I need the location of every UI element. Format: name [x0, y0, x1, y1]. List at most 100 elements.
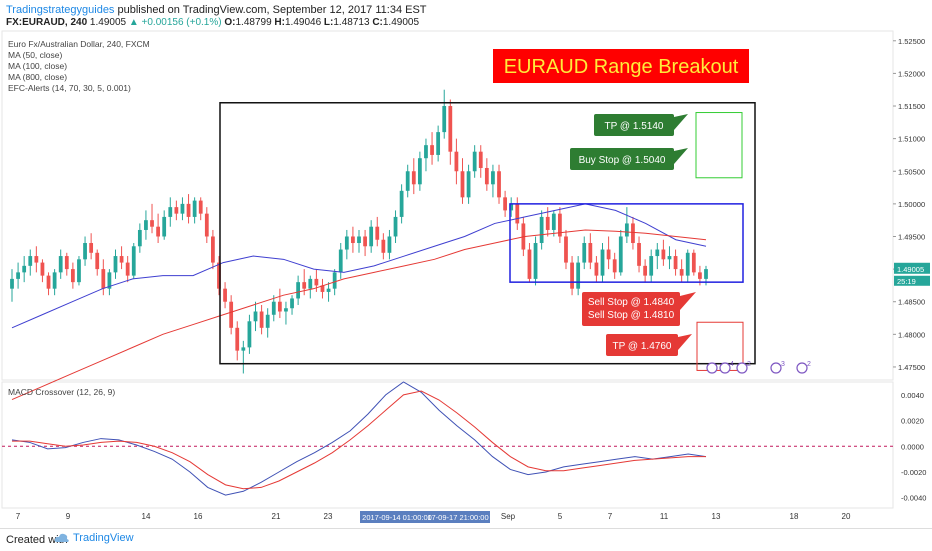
legend-item: Euro Fx/Australian Dollar, 240, FXCM — [8, 39, 150, 49]
price-axis-label: 1.49500 — [898, 232, 925, 241]
event-badge-icon — [719, 362, 731, 374]
macd-line — [11, 381, 707, 496]
buy-stop-label-pointer — [674, 148, 688, 164]
candle-body — [162, 216, 167, 237]
candle-body — [460, 171, 465, 198]
candle-body — [655, 249, 660, 257]
candle-body — [302, 282, 307, 289]
macd-label: MACD Crossover (12, 26, 9) — [8, 387, 115, 397]
time-axis-label: 20 — [842, 512, 851, 521]
created-with: Created with — [6, 534, 68, 546]
candle-body — [515, 203, 520, 224]
candle-body — [661, 249, 666, 260]
candle-body — [265, 314, 270, 328]
candle-body — [113, 256, 118, 273]
candle-body — [168, 207, 173, 217]
legend-item: MA (800, close) — [8, 72, 67, 82]
candle-body — [180, 203, 185, 214]
price-axis-label: 1.52000 — [898, 69, 925, 78]
buy-stop-label: Buy Stop @ 1.5040 — [579, 155, 666, 166]
candle-body — [399, 190, 404, 217]
candle-body — [351, 236, 355, 244]
candle-body — [186, 203, 191, 217]
candle-body — [107, 272, 112, 289]
legend-item: EFC-Alerts (14, 70, 30, 5, 0.001) — [8, 83, 131, 93]
candle-body — [582, 243, 587, 263]
candle-body — [83, 243, 87, 260]
candle-body — [539, 216, 544, 244]
cloud-icon — [54, 533, 69, 542]
macd-axis-label: 0.0000 — [901, 442, 924, 451]
macd-axis-label: 0.0020 — [901, 417, 924, 426]
candle-body — [235, 327, 240, 351]
candle-body — [606, 249, 611, 260]
candle-body — [673, 256, 678, 270]
range-box — [509, 203, 744, 283]
high-label: H: — [274, 17, 285, 28]
candle-body — [698, 272, 702, 279]
candle-body — [497, 171, 501, 198]
candle-body — [558, 213, 562, 237]
last-price-tag-text: 1.49005 — [897, 265, 924, 274]
candle-body — [576, 262, 581, 289]
price-axis-label: 1.50000 — [898, 200, 925, 209]
tradingview-brand: TradingView — [73, 532, 134, 544]
candle-body — [424, 145, 428, 159]
candle-body — [430, 145, 434, 155]
price-axis-label: 1.52500 — [898, 37, 925, 46]
price-change: ▲ +0.00156 (+0.1%) — [128, 17, 222, 28]
candle-body — [679, 269, 684, 276]
sell-stop-1-label: Sell Stop @ 1.4840 — [588, 297, 675, 308]
event-badge-icon — [796, 362, 808, 374]
candle-body — [40, 262, 45, 276]
tp-lower-label-bg — [606, 334, 678, 356]
price-chart[interactable]: 1.52500 1.52000 1.51500 1.51000 1.50500 1.500… — [0, 0, 932, 528]
macd-axis-label: 0.0040 — [901, 391, 924, 400]
time-axis-label: 16 — [194, 512, 203, 521]
publish-line: Tradingstrategyguides published on Tradi… — [6, 4, 427, 16]
time-axis-label: Sep — [501, 512, 516, 521]
time-axis-label: 13 — [712, 512, 721, 521]
legend-item: MA (50, close) — [8, 50, 62, 60]
open-label: O: — [224, 17, 236, 28]
candle-body — [357, 236, 361, 244]
candle-body — [284, 308, 288, 312]
last-price-tag — [894, 262, 930, 274]
candle-body — [624, 223, 629, 237]
time-axis-label: 11 — [660, 512, 669, 521]
candle-body — [564, 236, 568, 263]
sell-stop-2-label: Sell Stop @ 1.4810 — [588, 310, 675, 321]
close-value: 1.49005 — [382, 17, 420, 28]
tradingview-logo[interactable]: TradingView — [54, 532, 134, 544]
candle-body — [442, 106, 447, 133]
candle-body — [253, 311, 258, 322]
ma-100-line — [11, 229, 707, 401]
candle-body — [338, 249, 343, 273]
event-badge-count: 2 — [807, 361, 811, 368]
candle-body — [332, 272, 337, 289]
time-axis-label: 5 — [558, 512, 563, 521]
tp-upper-label: TP @ 1.5140 — [605, 121, 664, 132]
time-axis-label: 18 — [790, 512, 799, 521]
ohlc-line: FX:EURAUD, 240 1.49005 ▲ +0.00156 (+0.1%… — [6, 17, 419, 28]
price-axis-label: 1.50500 — [898, 167, 925, 176]
tp-upper-label-bg — [594, 114, 674, 136]
candle-body — [411, 171, 416, 185]
author-link[interactable]: Tradingstrategyguides — [6, 4, 115, 16]
candle-body — [369, 226, 374, 247]
time-axis-label: 23 — [324, 512, 333, 521]
candle-body — [58, 256, 63, 273]
candle-body — [478, 151, 483, 168]
time-axis-label: 14 — [142, 512, 151, 521]
candle-body — [259, 311, 264, 328]
candle-body — [417, 158, 422, 185]
candle-body — [64, 256, 69, 270]
candle-body — [198, 200, 203, 214]
sell-stop-bg — [582, 292, 680, 326]
buy-target-box — [695, 112, 743, 179]
sell-stop-pointer — [680, 292, 696, 310]
candle-body — [704, 269, 708, 279]
time-axis-label: 9 — [66, 512, 71, 521]
candle-body — [503, 197, 507, 211]
candle-body — [271, 301, 276, 315]
